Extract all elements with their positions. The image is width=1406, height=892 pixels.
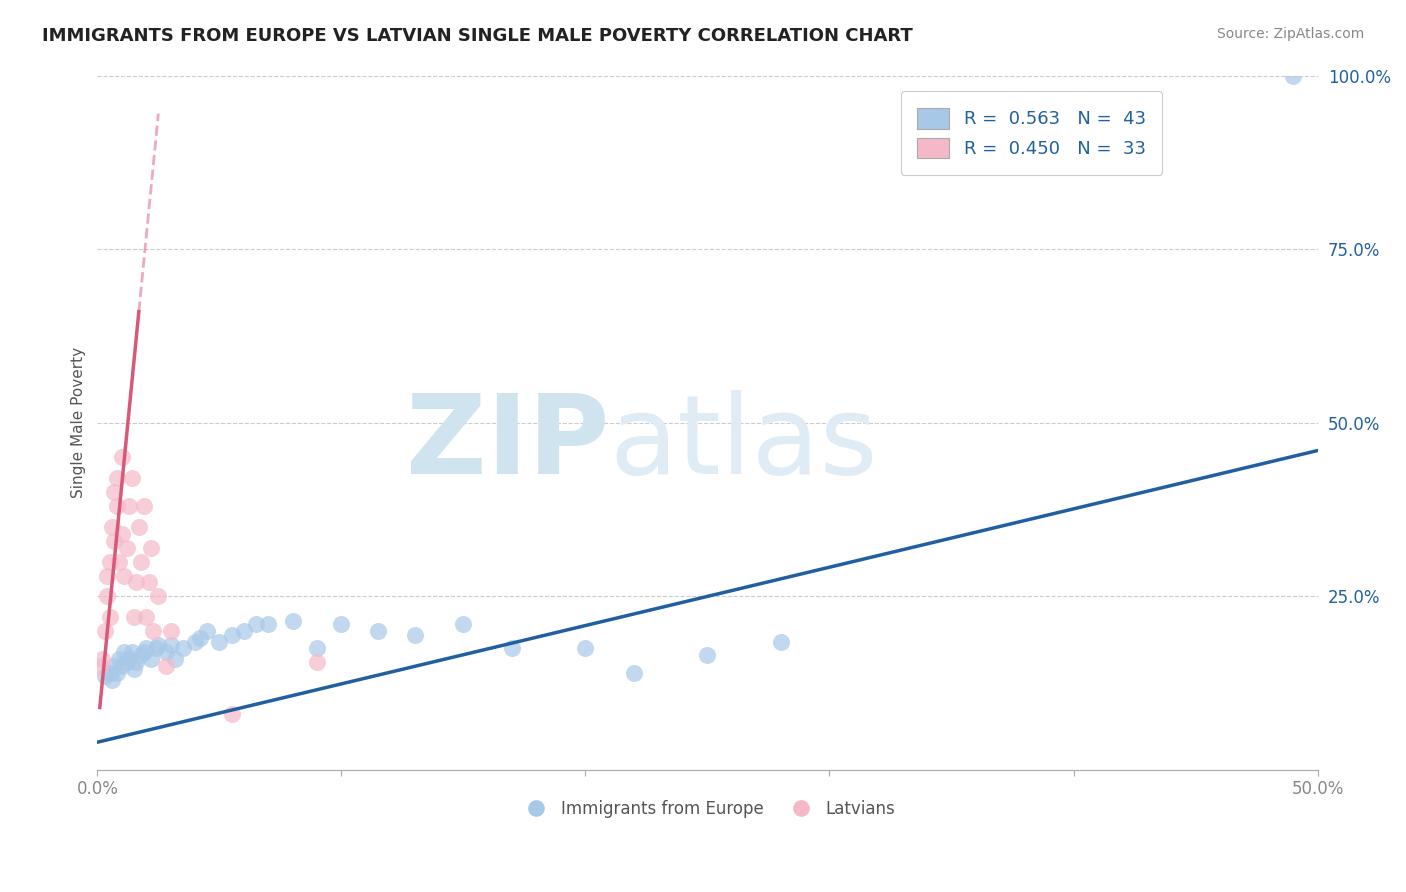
Point xyxy=(125,656,148,670)
Point xyxy=(138,575,160,590)
Point xyxy=(101,673,124,687)
Point xyxy=(122,662,145,676)
Point xyxy=(111,527,134,541)
Point xyxy=(105,499,128,513)
Point xyxy=(142,624,165,639)
Point xyxy=(115,656,138,670)
Point xyxy=(769,634,792,648)
Point xyxy=(195,624,218,639)
Point xyxy=(108,555,131,569)
Point xyxy=(148,638,170,652)
Point xyxy=(115,541,138,555)
Point xyxy=(172,641,194,656)
Point xyxy=(232,624,254,639)
Point xyxy=(112,568,135,582)
Point xyxy=(221,627,243,641)
Text: ZIP: ZIP xyxy=(406,390,610,497)
Point xyxy=(98,665,121,680)
Point xyxy=(208,634,231,648)
Point xyxy=(696,648,718,663)
Point xyxy=(91,652,114,666)
Point xyxy=(129,555,152,569)
Point xyxy=(103,658,125,673)
Point xyxy=(96,590,118,604)
Point xyxy=(105,665,128,680)
Point xyxy=(188,631,211,645)
Point xyxy=(145,641,167,656)
Point xyxy=(93,669,115,683)
Point xyxy=(98,610,121,624)
Point xyxy=(281,614,304,628)
Point xyxy=(155,645,177,659)
Point xyxy=(1282,69,1305,83)
Point xyxy=(125,575,148,590)
Text: atlas: atlas xyxy=(610,390,879,497)
Point xyxy=(367,624,389,639)
Point xyxy=(128,520,150,534)
Point xyxy=(118,499,141,513)
Point xyxy=(165,652,187,666)
Point xyxy=(132,645,155,659)
Point xyxy=(89,658,111,673)
Point xyxy=(623,665,645,680)
Point xyxy=(132,499,155,513)
Point xyxy=(139,652,162,666)
Point xyxy=(98,555,121,569)
Text: IMMIGRANTS FROM EUROPE VS LATVIAN SINGLE MALE POVERTY CORRELATION CHART: IMMIGRANTS FROM EUROPE VS LATVIAN SINGLE… xyxy=(42,27,912,45)
Point xyxy=(105,471,128,485)
Point xyxy=(453,617,475,632)
Point xyxy=(305,641,328,656)
Point xyxy=(501,641,523,656)
Point xyxy=(184,634,207,648)
Point xyxy=(148,590,170,604)
Point xyxy=(122,610,145,624)
Point xyxy=(135,641,157,656)
Legend: Immigrants from Europe, Latvians: Immigrants from Europe, Latvians xyxy=(513,793,903,824)
Point xyxy=(159,638,181,652)
Point xyxy=(111,658,134,673)
Point xyxy=(159,624,181,639)
Point xyxy=(121,471,143,485)
Point xyxy=(93,624,115,639)
Point xyxy=(111,450,134,465)
Point xyxy=(101,520,124,534)
Point xyxy=(103,533,125,548)
Point xyxy=(135,610,157,624)
Point xyxy=(112,645,135,659)
Point xyxy=(103,485,125,500)
Point xyxy=(404,627,426,641)
Text: Source: ZipAtlas.com: Source: ZipAtlas.com xyxy=(1216,27,1364,41)
Point xyxy=(129,648,152,663)
Point xyxy=(155,658,177,673)
Point xyxy=(245,617,267,632)
Point xyxy=(121,645,143,659)
Point xyxy=(118,652,141,666)
Point xyxy=(139,541,162,555)
Point xyxy=(330,617,353,632)
Point xyxy=(108,652,131,666)
Point xyxy=(574,641,596,656)
Point xyxy=(257,617,280,632)
Point xyxy=(96,568,118,582)
Y-axis label: Single Male Poverty: Single Male Poverty xyxy=(72,347,86,499)
Point xyxy=(221,707,243,722)
Point xyxy=(305,656,328,670)
